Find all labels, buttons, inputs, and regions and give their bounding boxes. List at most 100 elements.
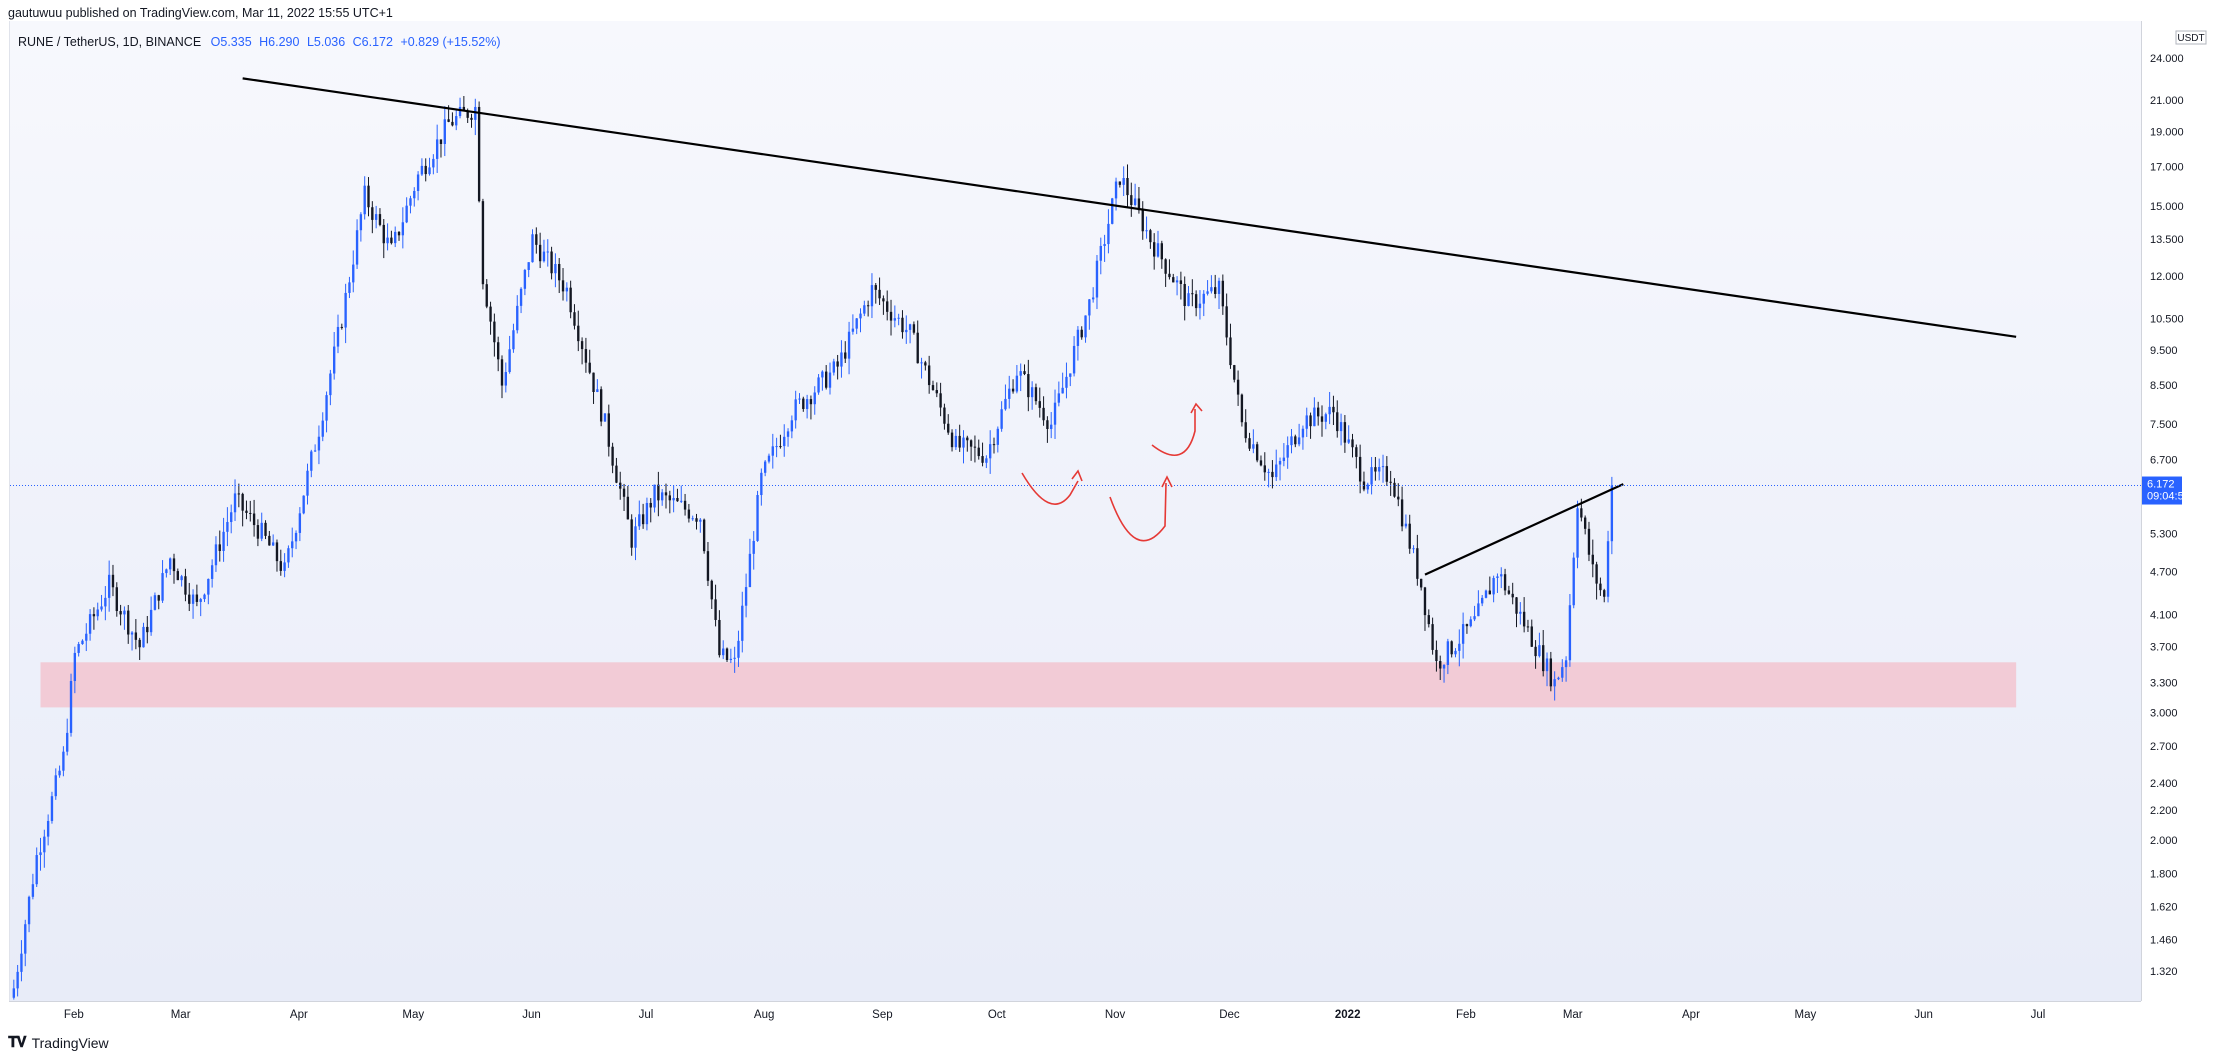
candle-body: [420, 165, 424, 175]
candle-body: [1095, 260, 1099, 298]
candle-body: [565, 287, 569, 292]
last-price-label: 6.172 09:04:58: [2142, 476, 2190, 505]
candle-body: [725, 648, 729, 661]
candle-body: [50, 796, 54, 821]
candle-body: [1477, 603, 1480, 617]
candle-body: [1099, 245, 1102, 261]
candle-body: [1530, 626, 1533, 647]
candle-body: [927, 365, 931, 386]
candle-body: [561, 280, 565, 292]
candle-body: [1427, 615, 1430, 625]
candle-body: [58, 770, 61, 776]
candle-body: [992, 444, 996, 446]
trendline-2: [1424, 483, 1624, 576]
candle-body: [1114, 181, 1118, 199]
candle-body: [146, 626, 149, 633]
candle-body: [27, 896, 31, 925]
candle-body: [828, 372, 832, 388]
candle-body: [790, 420, 794, 432]
candle-body: [390, 237, 393, 244]
candle-body: [424, 165, 427, 175]
candle-body: [607, 413, 610, 447]
chart-plot-area[interactable]: [9, 21, 2142, 1001]
candle-body: [1488, 590, 1491, 595]
candle-body: [210, 565, 214, 579]
candle-body: [130, 632, 134, 635]
candle-body: [1370, 467, 1373, 485]
candle-body: [527, 262, 530, 270]
y-tick-label: 4.700: [2150, 566, 2178, 578]
candle-body: [374, 214, 378, 220]
candle-body: [165, 569, 168, 574]
x-tick-label: Sep: [872, 1009, 892, 1021]
candle-body: [924, 362, 927, 366]
candle-body: [1191, 293, 1194, 295]
candle-body: [558, 263, 561, 281]
candle-body: [954, 435, 958, 448]
candle-body: [138, 639, 141, 648]
candle-body: [1027, 374, 1030, 398]
candle-body: [1153, 242, 1156, 257]
candle-body: [1229, 337, 1232, 366]
candle-body: [16, 971, 19, 989]
candle-body: [1484, 590, 1488, 598]
y-tick-label: 3.700: [2150, 642, 2178, 654]
candle-body: [371, 207, 374, 220]
candle-body: [1336, 412, 1339, 432]
candle-body: [1145, 230, 1148, 232]
candle-body: [481, 201, 485, 285]
candle-body: [1069, 373, 1072, 377]
candle-body: [1507, 590, 1511, 594]
price-chart[interactable]: [10, 21, 2142, 1001]
candle-body: [1038, 401, 1041, 408]
x-tick-label: Jul: [2031, 1009, 2046, 1021]
candle-body: [1236, 379, 1240, 395]
candle-body: [35, 855, 38, 885]
candle-body: [241, 493, 244, 511]
change-value: +0.829 (+15.52%): [400, 35, 501, 49]
candle-body: [1458, 643, 1461, 651]
candle-body: [149, 609, 153, 633]
candle-body: [497, 342, 500, 360]
candle-body: [1271, 471, 1274, 478]
candle-body: [1465, 624, 1469, 627]
candle-body: [1324, 414, 1327, 422]
candle-body: [1450, 641, 1453, 655]
annotation-curve-middle: [1109, 482, 1167, 542]
time-axis-labels: Feb Mar Apr May Jun Jul Aug Sep Oct Nov Dec 2022 Feb…: [64, 1009, 2046, 1021]
time-axis[interactable]: Feb Mar Apr May Jun Jul Aug Sep Oct Nov Dec 2022 Feb…: [9, 1001, 2141, 1026]
candle-body: [577, 325, 580, 342]
symbol-legend[interactable]: RUNE / TetherUS, 1D, BINANCE O5.335 H6.2…: [18, 35, 505, 49]
candle-body: [1072, 345, 1076, 374]
candle-body: [1255, 444, 1259, 461]
candle-body: [1084, 315, 1087, 338]
candle-body: [85, 633, 88, 641]
candle-body: [1050, 424, 1053, 429]
candle-body: [1522, 611, 1526, 627]
candle-body: [973, 446, 977, 448]
candle-body: [817, 377, 820, 393]
candle-body: [886, 301, 889, 312]
candle-body: [664, 492, 668, 496]
candle-body: [405, 205, 408, 223]
candle-body: [1160, 243, 1163, 260]
candle-body: [222, 531, 225, 551]
candle-body: [882, 298, 885, 302]
price-axis[interactable]: USDT 24.000 21.000 19.000 17.000 15.000 13.50…: [2141, 21, 2218, 1001]
candle-body: [20, 953, 23, 972]
candle-body: [1343, 422, 1347, 443]
candle-body: [169, 558, 172, 570]
candle-body: [779, 446, 782, 448]
candle-body: [1252, 444, 1255, 449]
candle-body: [931, 385, 935, 391]
candle-body: [317, 436, 321, 451]
candle-body: [729, 658, 733, 661]
candle-body: [939, 393, 942, 408]
candle-body: [676, 498, 679, 502]
candle-body: [866, 305, 870, 307]
candle-body: [649, 502, 652, 508]
candle-body: [43, 836, 46, 853]
candle-body: [302, 495, 305, 514]
trendline-1: [242, 77, 2017, 338]
candle-body: [638, 514, 641, 527]
